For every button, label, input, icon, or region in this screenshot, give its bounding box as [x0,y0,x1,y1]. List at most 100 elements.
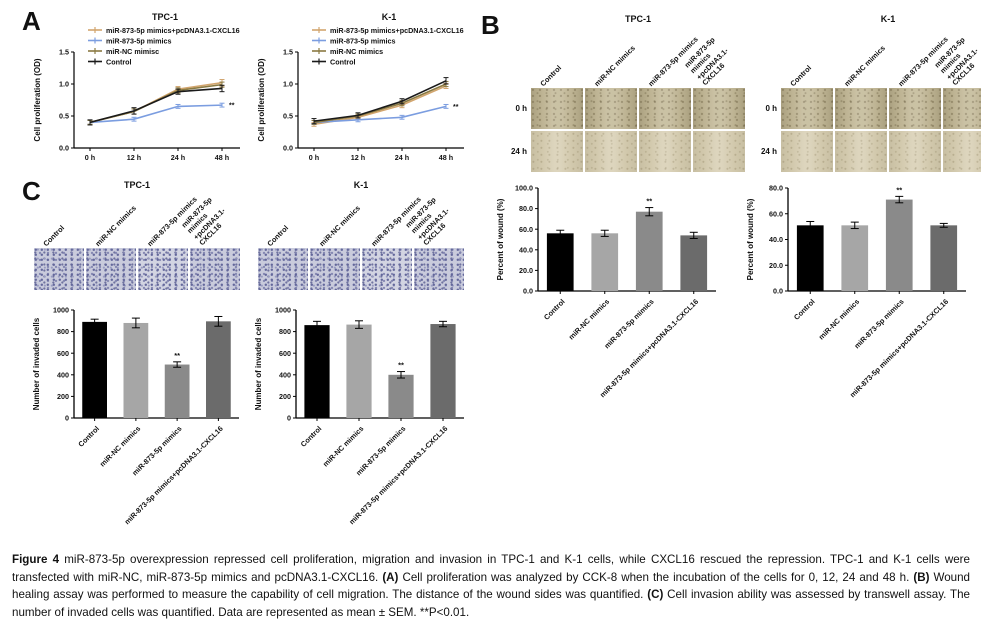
svg-text:Control: Control [299,424,324,449]
wound-image [585,88,637,129]
svg-text:1000: 1000 [53,306,69,315]
svg-text:60.0: 60.0 [769,209,783,218]
svg-text:1.5: 1.5 [283,48,293,57]
svg-text:200: 200 [279,392,291,401]
svg-text:12 h: 12 h [351,153,365,162]
svg-text:24 h: 24 h [395,153,409,162]
svg-text:0: 0 [65,414,69,423]
caption-b-label: (B) [913,570,930,584]
assay-title: TPC-1 [123,180,150,190]
caption-a-label: (A) [382,570,399,584]
wound-bar-chart-k1: 0.0 20.0 40.0 60.0 80.0 Percent of wound (%) C… [746,184,966,399]
caption-text: miR-873-5p overexpression repressed cell… [12,553,970,584]
wound-bar-chart-tpc1: 0.0 20.0 40.0 60.0 80.0 100.0 Percent of wound… [496,184,716,399]
svg-text:miR-NC mimics: miR-NC mimics [817,297,862,342]
svg-text:80.0: 80.0 [519,204,533,213]
svg-text:40.0: 40.0 [519,245,533,254]
wound-image [585,131,637,172]
svg-text:Control: Control [792,297,817,322]
assay-title: TPC-1 [624,14,651,24]
svg-text:Number of invaded cells: Number of invaded cells [32,317,41,410]
wound-image [639,88,691,129]
svg-text:miR-NC mimics: miR-NC mimics [98,424,143,469]
column-label: miR-NC mimics [592,43,637,88]
svg-text:Control: Control [330,58,356,67]
svg-text:400: 400 [57,370,69,379]
column-label: Control [41,223,67,248]
svg-text:0.5: 0.5 [283,112,293,121]
wound-image [889,131,941,172]
svg-text:Percent of wound (%): Percent of wound (%) [496,198,505,280]
wound-assay-k1: K-1 Control miR-NC mimics miR-873-5p mim… [753,14,981,172]
column-label: miR-NC mimics [93,203,138,248]
svg-text:K-1: K-1 [382,12,397,22]
svg-text:0 h: 0 h [85,153,95,162]
svg-text:**: ** [398,361,404,370]
svg-text:100.0: 100.0 [515,184,533,193]
svg-text:miR-873-5p mimics+pcDNA3.1-CXC: miR-873-5p mimics+pcDNA3.1-CXCL16 [330,26,464,35]
svg-text:20.0: 20.0 [519,266,533,275]
invasion-image [138,248,188,290]
svg-text:Control: Control [76,424,101,449]
svg-text:**: ** [453,104,459,111]
svg-text:0.0: 0.0 [59,144,69,153]
svg-text:80.0: 80.0 [769,184,783,193]
svg-text:800: 800 [57,327,69,336]
invasion-bar-chart-tpc1: 0 200 400 600 800 1000 Number of invaded cells… [32,306,239,526]
invasion-image [86,248,136,290]
svg-text:miR-NC mimics: miR-NC mimics [330,47,383,56]
invasion-image [190,248,240,290]
proliferation-chart-tpc1: TPC-1 miR-873-5p mimics+pcDNA3.1-CXCL16 mi… [33,12,240,162]
svg-text:200: 200 [57,392,69,401]
wound-image [531,88,583,129]
svg-text:Control: Control [542,297,567,322]
svg-text:miR-873-5p mimics: miR-873-5p mimics [106,37,172,46]
svg-text:0.0: 0.0 [283,144,293,153]
wound-image [835,88,887,129]
svg-text:0.0: 0.0 [773,287,783,296]
svg-text:Cell proliferation (OD): Cell proliferation (OD) [33,58,42,141]
invasion-image [258,248,308,290]
svg-text:miR-NC mimisc: miR-NC mimisc [106,47,159,56]
wound-image [639,131,691,172]
svg-text:1.0: 1.0 [283,80,293,89]
assay-title: K-1 [353,180,369,190]
svg-text:**: ** [896,185,902,194]
svg-text:Number of invaded cells: Number of invaded cells [254,317,263,410]
invasion-image [310,248,360,290]
wound-image [835,131,887,172]
assay-title: K-1 [880,14,896,24]
svg-text:1.0: 1.0 [59,80,69,89]
svg-text:0 h: 0 h [309,153,319,162]
svg-text:miR-873-5p mimics+pcDNA3.1-CXC: miR-873-5p mimics+pcDNA3.1-CXCL16 [848,297,950,399]
column-label: miR-NC mimics [842,43,887,88]
svg-text:miR-873-5p mimics: miR-873-5p mimics [330,37,396,46]
wound-image [693,88,745,129]
svg-text:600: 600 [279,349,291,358]
invasion-image [34,248,84,290]
row-label: 0 h [765,104,777,113]
svg-text:**: ** [229,103,235,110]
svg-text:20.0: 20.0 [769,261,783,270]
caption-text: Cell proliferation was analyzed by CCK-8… [398,570,914,584]
column-label: miR-NC mimics [317,203,362,248]
svg-text:12 h: 12 h [127,153,141,162]
wound-image [693,131,745,172]
svg-text:1.5: 1.5 [59,48,69,57]
column-label: Control [538,63,564,88]
caption-text: Wound healing assay was performed to mea… [12,570,971,602]
wound-image [943,88,981,129]
caption-c-label: (C) [647,588,664,602]
svg-text:**: ** [174,351,180,360]
svg-text:600: 600 [57,349,69,358]
caption-figure-label: Figure 4 [12,553,60,566]
svg-text:1000: 1000 [275,306,291,315]
svg-text:TPC-1: TPC-1 [152,12,178,22]
svg-text:40.0: 40.0 [769,235,783,244]
svg-text:800: 800 [279,327,291,336]
svg-text:Control: Control [106,58,132,67]
svg-text:60.0: 60.0 [519,225,533,234]
column-label: Control [265,223,291,248]
row-label: 0 h [515,104,527,113]
